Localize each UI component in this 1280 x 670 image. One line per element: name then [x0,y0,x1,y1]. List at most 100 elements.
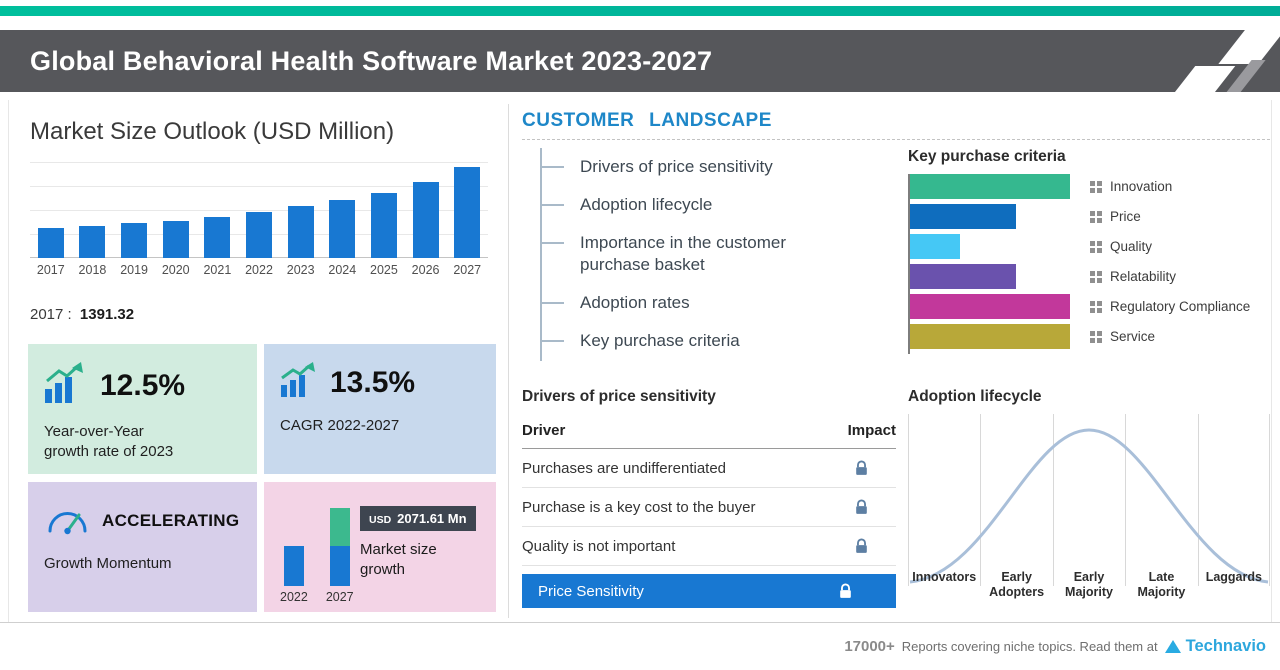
adoption-stage-labels: Innovators Early Adopters Early Majority La… [908,570,1270,600]
legend-label: Regulatory Compliance [1110,299,1251,314]
landscape-item: Adoption lifecycle [542,186,830,224]
kpc-row: Price [910,204,1250,229]
gridline [1269,414,1270,586]
market-bar-column [405,162,447,258]
landscape-item: Importance in the customer purchase bask… [542,224,830,284]
price-sensitivity-title: Drivers of price sensitivity [522,388,716,405]
kpc-bar-price [910,204,1016,229]
legend-label: Service [1110,329,1156,344]
gridline [1053,414,1054,586]
market-bar-2018 [79,225,106,258]
lock-icon [826,498,896,516]
market-bar-2021 [204,217,231,258]
mini-year-label: 2022 [280,590,308,604]
lock-icon [826,459,896,477]
landscape-item: Key purchase criteria [542,322,830,360]
card-top-row: ACCELERATING [44,500,241,541]
kpc-bar-relatability [910,264,1016,289]
technavio-link[interactable]: Technavio [1164,637,1266,656]
market-bar-column [113,162,155,258]
kpc-row: Innovation [910,174,1250,199]
yoy-growth-card: 12.5% Year-over-Year growth rate of 2023 [28,344,257,474]
market-bar-2022 [246,212,273,258]
adoption-stage-label: Laggards [1205,570,1262,584]
report-count: 17000+ [844,638,895,655]
market-size-outlook-title: Market Size Outlook (USD Million) [30,118,395,145]
market-bar-column [238,162,280,258]
customer-landscape-list: Drivers of price sensitivity Adoption lif… [540,148,830,361]
market-bar-2019 [121,223,148,258]
kpc-row: Quality [910,234,1250,259]
market-year-label: 2020 [161,263,190,277]
cagr-card: 13.5% CAGR 2022-2027 [264,344,496,474]
footer-text: Reports covering niche topics. Read them… [901,639,1158,654]
legend-swatch-icon [1090,300,1102,313]
kpc-bar-service [910,324,1070,349]
driver-column-header: Driver [522,422,566,439]
gridline [980,414,981,586]
adoption-stage-label: Late Majority [1137,570,1186,599]
market-year-label: 2019 [120,263,148,277]
cagr-caption: CAGR 2022-2027 [280,417,400,434]
growth-value-badge: USD 2071.61 Mn [360,506,476,531]
growth-caption: Market size growth [360,541,437,578]
adoption-stage-label: Early Majority [1065,570,1113,599]
lock-icon [826,537,896,555]
technavio-triangle-icon [1164,640,1181,653]
market-size-bar-chart: 2017 2018 2019 2020 2021 2022 2023 2024 2025 2026… [30,162,488,277]
kpc-bar-track [910,324,1070,349]
driver-cell: Purchase is a key cost to the buyer [522,498,756,516]
kpc-bar-innovation [910,174,1070,199]
market-bar-2027 [454,167,481,258]
kpc-bar-track [910,204,1070,229]
market-bar-column [321,162,363,258]
kpc-bar-regulatory-compliance [910,294,1070,319]
yoy-caption-line1: Year-over-Year [44,423,144,440]
adoption-stage-label: Early Adopters [989,570,1045,599]
market-bar-column [446,162,488,258]
market-year-label: 2027 [453,263,482,277]
legend-swatch-icon [1090,210,1102,223]
market-year-label: 2018 [78,263,107,277]
kpc-bar-track [910,174,1070,199]
market-bar-column [363,162,405,258]
price-table-row: Quality is not important [522,527,896,566]
market-year-label: 2025 [370,263,398,277]
brand-name: Technavio [1185,637,1266,655]
impact-column-header: Impact [847,422,896,439]
mini-bar-column: 2027 [326,508,354,604]
mini-bar-stack [329,508,350,586]
driver-cell: Quality is not important [522,537,676,555]
momentum-caption: Growth Momentum [44,555,172,572]
panel-divider [508,104,509,618]
mini-bar-market-size [329,546,350,586]
key-purchase-criteria-title: Key purchase criteria [908,148,1066,165]
lock-icon [810,582,880,600]
legend-swatch-icon [1090,240,1102,253]
market-size-growth-card: 2022 2027 USD 2071.61 Mn Market size grow… [264,482,496,612]
bell-curve [909,428,1269,584]
base-year-label: 2017 : [30,306,72,323]
table-body: Purchases are undifferentiated Purchase i… [522,449,896,566]
table-header-row: Driver Impact [522,416,896,449]
market-bar-column [197,162,239,258]
highlight-label: Price Sensitivity [538,582,644,600]
adoption-stage-label: Innovators [912,570,977,584]
mini-bar-stack [283,546,304,586]
card-top-row: 12.5% [44,362,241,409]
page-title: Global Behavioral Health Software Market… [30,45,713,76]
growth-momentum-card: ACCELERATING Growth Momentum [28,482,257,612]
price-table-row: Purchase is a key cost to the buyer [522,488,896,527]
kpc-row: Regulatory Compliance [910,294,1250,319]
left-edge-line [8,100,9,622]
kpc-row: Relatability [910,264,1250,289]
gauge-icon [44,500,90,541]
market-bar-2026 [412,181,439,258]
market-bar-2020 [162,220,189,258]
landscape-item: Adoption rates [542,284,830,322]
legend-label: Innovation [1110,179,1173,194]
price-sensitivity-highlight-row: Price Sensitivity [522,574,896,608]
market-year-label: 2023 [286,263,315,277]
currency-label: USD [369,514,392,526]
